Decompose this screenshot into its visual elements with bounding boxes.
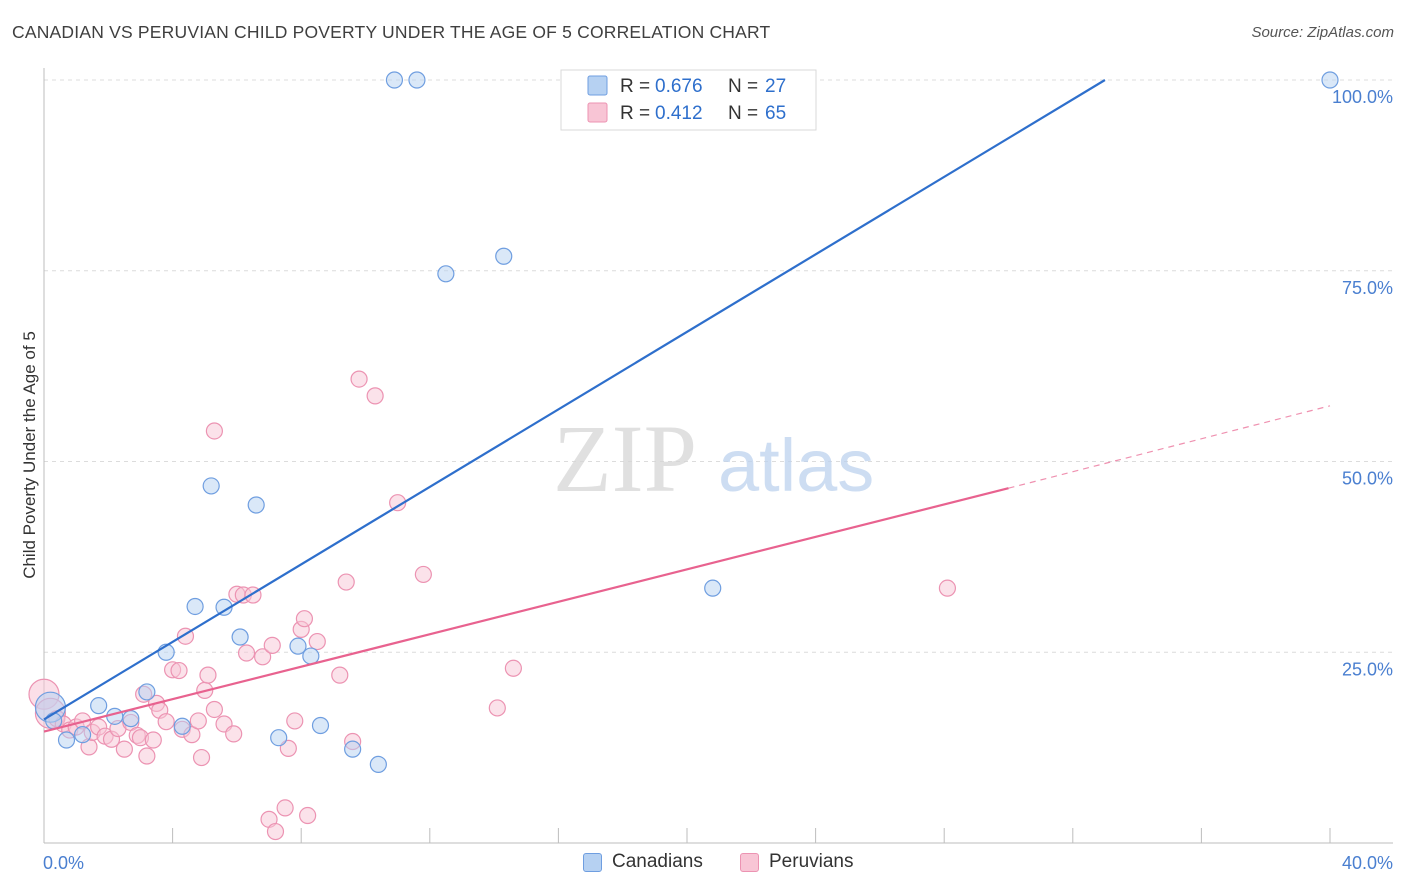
canadian-point-22 bbox=[408, 71, 426, 89]
peruvian-point-33 bbox=[205, 422, 223, 440]
watermark-zip: ZIP bbox=[553, 405, 697, 512]
peruvian-point-22 bbox=[157, 713, 175, 731]
peruvian-point-54 bbox=[350, 370, 368, 388]
canadian-point-20 bbox=[369, 755, 387, 774]
canadian-point-6 bbox=[122, 710, 140, 728]
peruvian-point-55 bbox=[366, 387, 384, 405]
legend-item-peruvians[interactable]: Peruvians bbox=[740, 851, 854, 873]
canadian-point-10 bbox=[186, 597, 204, 616]
peruvian-point-41 bbox=[263, 636, 281, 654]
peruvian-point-59 bbox=[504, 659, 522, 677]
peruvian-point-48 bbox=[295, 610, 314, 628]
peruvian-point-45 bbox=[279, 739, 297, 757]
peruvian-point-35 bbox=[225, 725, 243, 743]
canadian-point-18 bbox=[311, 716, 330, 735]
canadian-point-11 bbox=[202, 477, 220, 495]
canadian-point-5 bbox=[106, 707, 124, 725]
canadian-n-label: N = bbox=[728, 76, 758, 97]
peruvian-point-40 bbox=[254, 648, 272, 666]
peruvian-point-49 bbox=[299, 806, 317, 825]
canadian-point-7 bbox=[138, 683, 156, 701]
canadian-point-25 bbox=[704, 579, 722, 597]
peruvian-point-24 bbox=[170, 661, 188, 680]
canadian-points bbox=[34, 71, 1339, 774]
canadian-point-26 bbox=[1321, 71, 1339, 89]
y-axis-label: Child Poverty Under the Age of 5 bbox=[20, 331, 39, 579]
y-tick-label-2: 75.0% bbox=[1342, 278, 1393, 298]
canadian-point-9 bbox=[173, 717, 191, 735]
peruvian-r-value: 0.412 bbox=[655, 103, 703, 124]
x-tick-label-min: 0.0% bbox=[43, 853, 84, 873]
peruvian-point-60 bbox=[938, 579, 957, 597]
trend-lines bbox=[43, 79, 1331, 733]
y-tick-label-1: 50.0% bbox=[1342, 469, 1393, 489]
canadian-point-24 bbox=[495, 247, 513, 265]
peruvian-point-50 bbox=[308, 632, 326, 651]
peruvian-point-18 bbox=[138, 747, 156, 765]
canadian-point-23 bbox=[437, 265, 455, 283]
chart-title: CANADIAN VS PERUVIAN CHILD POVERTY UNDER… bbox=[12, 22, 771, 42]
peruvian-point-58 bbox=[488, 699, 506, 717]
canadian-r-value: 0.676 bbox=[655, 76, 703, 97]
peruvian-trend-line bbox=[43, 487, 1009, 733]
source-credit: Source: ZipAtlas.com bbox=[1251, 24, 1394, 41]
canadian-point-21 bbox=[385, 71, 404, 89]
peruvians-swatch bbox=[740, 852, 759, 872]
canadian-point-13 bbox=[231, 628, 249, 646]
canadian-trend-line bbox=[43, 79, 1106, 721]
legend-label-canadians: Canadians bbox=[612, 851, 703, 872]
y-tick-label-0: 25.0% bbox=[1342, 659, 1393, 679]
stats-legend: R = 0.676 N = 27 R = 0.412 N = 65 bbox=[560, 69, 817, 131]
canadian-point-2 bbox=[57, 731, 76, 749]
peruvian-point-46 bbox=[286, 712, 304, 730]
watermark: ZIP atlas bbox=[553, 405, 874, 512]
canadian-point-14 bbox=[247, 496, 265, 514]
peruvian-r-label: R = bbox=[620, 103, 650, 124]
peruvian-point-32 bbox=[205, 700, 223, 719]
canadian-point-15 bbox=[270, 729, 288, 747]
peruvian-point-29 bbox=[192, 748, 211, 767]
canadian-point-4 bbox=[90, 697, 108, 715]
peruvian-point-28 bbox=[189, 712, 207, 730]
canadians-swatch bbox=[583, 852, 602, 872]
peruvian-trend-extension bbox=[1008, 405, 1331, 489]
peruvian-point-31 bbox=[199, 666, 217, 684]
peruvian-point-43 bbox=[266, 822, 285, 841]
peruvian-n-value: 65 bbox=[765, 103, 786, 124]
peruvian-point-57 bbox=[414, 565, 432, 584]
series-legend: Canadians Peruvians bbox=[0, 851, 1406, 877]
tick-labels: 25.0% 50.0% 75.0% 100.0% 0.0% 40.0% bbox=[43, 87, 1393, 873]
peruvian-legend-swatch bbox=[587, 102, 608, 123]
y-tick-label-3: 100.0% bbox=[1332, 87, 1393, 107]
canadian-point-19 bbox=[344, 740, 362, 758]
x-tick-label-max: 40.0% bbox=[1342, 853, 1393, 873]
watermark-atlas: atlas bbox=[718, 424, 874, 507]
canadian-point-17 bbox=[302, 647, 320, 665]
canadian-legend-swatch bbox=[587, 75, 608, 96]
peruvian-point-19 bbox=[144, 731, 162, 749]
peruvian-point-44 bbox=[276, 799, 294, 817]
canadian-point-1 bbox=[45, 712, 63, 730]
peruvian-point-13 bbox=[115, 740, 133, 758]
gridlines bbox=[44, 79, 1393, 653]
canadian-r-label: R = bbox=[620, 76, 650, 97]
canadian-point-3 bbox=[73, 726, 92, 744]
peruvian-n-label: N = bbox=[728, 103, 758, 124]
canadian-n-value: 27 bbox=[765, 76, 786, 97]
peruvian-point-52 bbox=[337, 573, 355, 591]
legend-item-canadians[interactable]: Canadians bbox=[583, 851, 703, 873]
peruvian-point-38 bbox=[237, 644, 256, 662]
peruvian-point-51 bbox=[331, 666, 349, 684]
canadian-point-16 bbox=[289, 637, 307, 655]
legend-label-peruvians: Peruvians bbox=[769, 851, 854, 872]
